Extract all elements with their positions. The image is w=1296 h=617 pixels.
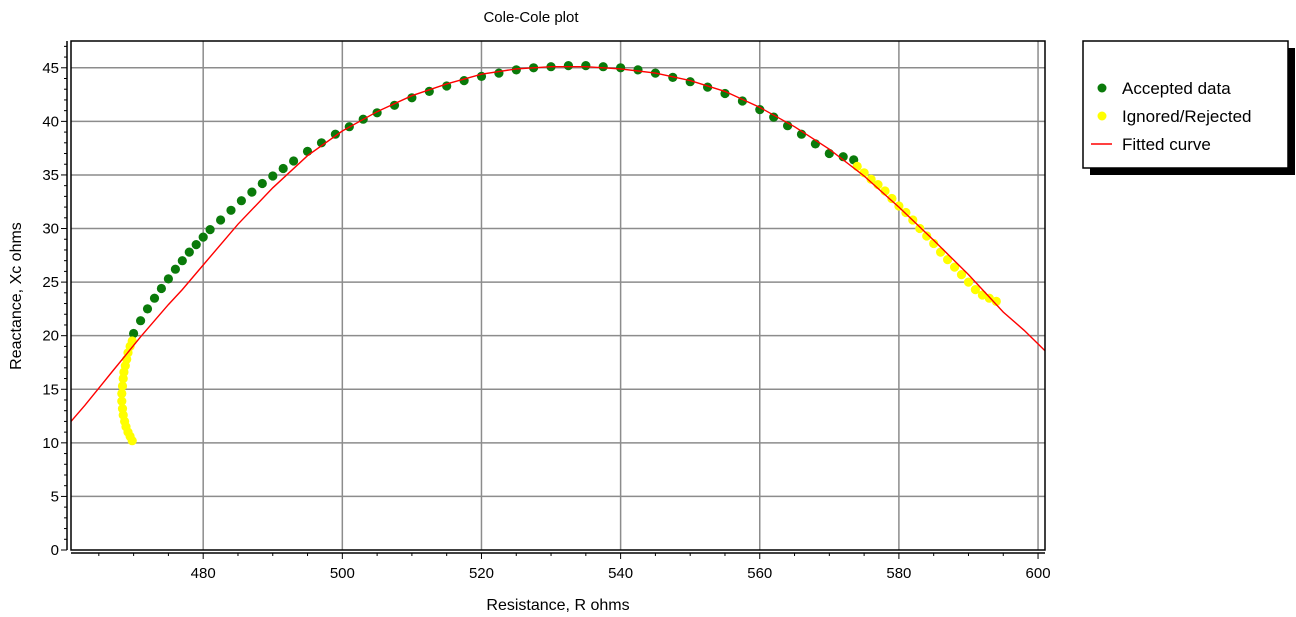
- plot-frame: [70, 40, 1046, 551]
- accepted-data-point: [494, 68, 504, 78]
- rejected-data-point: [127, 436, 137, 446]
- rejected-data-point: [901, 207, 911, 218]
- x-axis-title: Resistance, R ohms: [486, 597, 629, 614]
- accepted-data-point: [755, 105, 765, 115]
- accepted-data-point: [633, 65, 643, 75]
- y-tick-label: 25: [42, 274, 59, 291]
- x-axis-ticks: 480 500 520 540 560 580 600: [98, 553, 1051, 582]
- accepted-data-point: [616, 63, 626, 73]
- plot-area: [66, 40, 1046, 554]
- x-tick-label: 540: [608, 565, 633, 582]
- legend-rejected-marker: [1097, 111, 1107, 121]
- accepted-data-point: [177, 256, 187, 266]
- series-layer: [71, 61, 1045, 446]
- accepted-data-point: [149, 293, 160, 303]
- rejected-data-point: [963, 277, 974, 287]
- accepted-data-point: [236, 196, 246, 206]
- rejected-data-point: [943, 255, 953, 265]
- x-tick-label: 580: [886, 565, 911, 582]
- accepted-data-point: [769, 112, 779, 122]
- legend-fitted-label: Fitted curve: [1122, 135, 1211, 154]
- rejected-data-point: [117, 388, 127, 399]
- accepted-data-point: [191, 240, 201, 250]
- chart-title: Cole-Cole plot: [483, 9, 579, 26]
- rejected-data-point: [894, 201, 904, 211]
- rejected-data-point: [117, 396, 127, 406]
- accepted-data-point: [198, 232, 208, 242]
- x-tick-label: 560: [747, 565, 772, 582]
- rejected-data-point: [950, 262, 960, 272]
- y-tick-label: 0: [51, 542, 59, 559]
- rejected-data-point: [929, 238, 939, 249]
- x-tick-label: 600: [1026, 565, 1051, 582]
- accepted-data-point: [205, 225, 215, 235]
- accepted-data-point: [163, 274, 173, 284]
- accepted-data-point: [289, 156, 299, 166]
- accepted-data-point: [330, 129, 340, 139]
- legend-accepted-marker: [1097, 83, 1107, 93]
- rejected-data-point: [922, 231, 932, 241]
- accepted-data-point: [216, 215, 226, 225]
- y-axis-ticks: 0 5 10 15 20 25 30 35 40 45: [42, 45, 67, 559]
- rejected-data-point: [970, 285, 981, 295]
- accepted-data-point: [511, 65, 521, 75]
- rejected-data-point: [991, 296, 1001, 306]
- rejected-data-point: [852, 161, 862, 171]
- y-tick-label: 40: [42, 113, 59, 130]
- accepted-data-point: [824, 148, 834, 159]
- rejected-data-point: [118, 373, 128, 384]
- rejected-data-point: [936, 247, 946, 257]
- plot-background: [71, 41, 1045, 550]
- y-tick-label: 45: [42, 60, 59, 77]
- legend: Accepted data Ignored/Rejected Fitted cu…: [1082, 40, 1295, 175]
- accepted-data-point: [598, 62, 608, 72]
- accepted-data-point: [247, 187, 257, 197]
- x-tick-label: 520: [469, 565, 494, 582]
- fitted-curve-line: [71, 66, 1045, 422]
- x-tick-label: 480: [191, 565, 216, 582]
- accepted-data-point: [278, 163, 288, 174]
- accepted-data-point: [257, 178, 267, 189]
- accepted-data-point: [226, 205, 236, 215]
- accepted-data-point: [129, 328, 139, 339]
- accepted-data-point: [142, 304, 153, 314]
- accepted-data-point: [156, 283, 166, 294]
- rejected-data-point: [866, 174, 876, 184]
- x-tick-label: 500: [330, 565, 355, 582]
- y-tick-label: 35: [42, 167, 59, 184]
- accepted-data-point: [170, 264, 180, 274]
- rejected-data-point: [956, 270, 967, 280]
- y-tick-label: 15: [42, 381, 59, 398]
- y-tick-label: 5: [51, 488, 59, 505]
- y-axis-title: Reactance, Xc ohms: [8, 222, 25, 370]
- rejected-data-point: [915, 223, 925, 234]
- accepted-data-point: [136, 316, 146, 326]
- rejected-data-point: [887, 193, 897, 204]
- accepted-data-point: [302, 146, 313, 156]
- legend-rejected-label: Ignored/Rejected: [1122, 107, 1251, 126]
- y-tick-label: 10: [42, 435, 59, 452]
- accepted-data-point: [563, 61, 574, 71]
- accepted-data-point: [581, 61, 591, 71]
- accepted-data-point: [268, 171, 278, 181]
- legend-accepted-label: Accepted data: [1122, 79, 1231, 98]
- accepted-data-point: [184, 247, 194, 257]
- legend-box: [1082, 40, 1289, 169]
- y-tick-label: 30: [42, 221, 59, 238]
- accepted-data-point: [316, 138, 327, 148]
- rejected-data-point: [117, 381, 128, 391]
- y-tick-label: 20: [42, 328, 59, 345]
